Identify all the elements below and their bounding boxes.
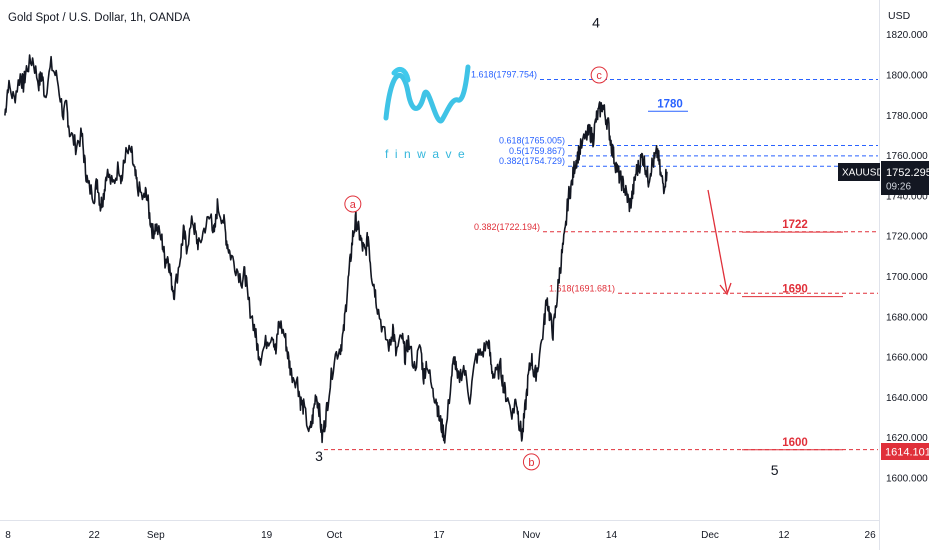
symbol-label: XAUUSD bbox=[842, 168, 884, 179]
current-price-tag: XAUUSD 1752.295 09:26 bbox=[838, 161, 932, 195]
projection-arrow bbox=[707, 189, 732, 296]
wave-label-circle bbox=[344, 195, 362, 213]
y-tick-label: 1640.000 bbox=[886, 393, 928, 404]
level-value-label: 1780 bbox=[657, 98, 683, 110]
level-value-label: 1690 bbox=[782, 284, 808, 296]
x-tick-label: Nov bbox=[523, 530, 541, 541]
y-tick-label: 1760.000 bbox=[886, 151, 928, 162]
level-label: 1.618(1797.754) bbox=[471, 70, 537, 80]
finwave-logo: finwave bbox=[383, 64, 471, 161]
x-tick-label: 26 bbox=[865, 530, 877, 541]
wave-label: b bbox=[528, 457, 534, 469]
wave-label: 3 bbox=[315, 448, 323, 464]
wave-label: c bbox=[596, 70, 602, 82]
y-tick-label: 1720.000 bbox=[886, 232, 928, 243]
x-tick-label: 8 bbox=[5, 530, 11, 541]
y-tick-label: 1660.000 bbox=[886, 353, 928, 364]
x-tick-label: Sep bbox=[147, 530, 165, 541]
level-value-label: 1722 bbox=[782, 219, 808, 231]
horizontal-levels: 1.618(1797.754) 0.618(1765.005)0.5(1759.8… bbox=[324, 70, 878, 451]
y-tick-label: 1800.000 bbox=[886, 71, 928, 82]
y-tick-label: 1600.000 bbox=[886, 474, 928, 485]
x-tick-label: 17 bbox=[433, 530, 445, 541]
level-label: 0.5(1759.867) bbox=[509, 146, 565, 156]
x-tick-label: 14 bbox=[606, 530, 618, 541]
x-tick-label: 22 bbox=[89, 530, 101, 541]
x-tick-label: 12 bbox=[778, 530, 790, 541]
x-tick-label: 19 bbox=[261, 530, 273, 541]
level-label: 0.382(1722.194) bbox=[474, 222, 540, 232]
x-tick-label: Dec bbox=[701, 530, 719, 541]
low-price-tag: 1614.101 bbox=[881, 443, 931, 460]
level-label: 0.618(1765.005) bbox=[499, 136, 565, 146]
finwave-logo-text: finwave bbox=[385, 147, 471, 161]
level-value-label: 1600 bbox=[782, 437, 808, 449]
y-tick-label: 1740.000 bbox=[886, 191, 928, 202]
price-series bbox=[4, 54, 668, 444]
currency-label: USD bbox=[888, 10, 911, 22]
level-label: 1.618(1691.681) bbox=[549, 283, 615, 293]
y-tick-label: 1780.000 bbox=[886, 111, 928, 122]
level-label: 0.382(1754.729) bbox=[499, 156, 565, 166]
y-tick-label: 1700.000 bbox=[886, 272, 928, 283]
low-price-label: 1614.101 bbox=[885, 447, 931, 459]
y-tick-label: 1680.000 bbox=[886, 312, 928, 323]
wave-label: 4 bbox=[592, 15, 600, 31]
annotations: 1780 1722 1690 1600 4 3 5 a b c bbox=[315, 15, 843, 478]
current-price-label: 1752.295 bbox=[886, 167, 932, 179]
price-line bbox=[4, 54, 668, 444]
axes: 1820.000 1800.000 1780.000 1760.000 1740.000… bbox=[5, 30, 928, 541]
wave-label-circle bbox=[590, 66, 608, 84]
wave-label: 5 bbox=[771, 462, 779, 478]
chart-title: Gold Spot / U.S. Dollar, 1h, OANDA bbox=[8, 12, 190, 24]
y-tick-label: 1820.000 bbox=[886, 30, 928, 41]
x-tick-label: Oct bbox=[327, 530, 343, 541]
countdown-label: 09:26 bbox=[886, 182, 911, 193]
wave-label-circle bbox=[522, 453, 540, 471]
y-tick-label: 1620.000 bbox=[886, 433, 928, 444]
wave-label: a bbox=[350, 199, 357, 211]
